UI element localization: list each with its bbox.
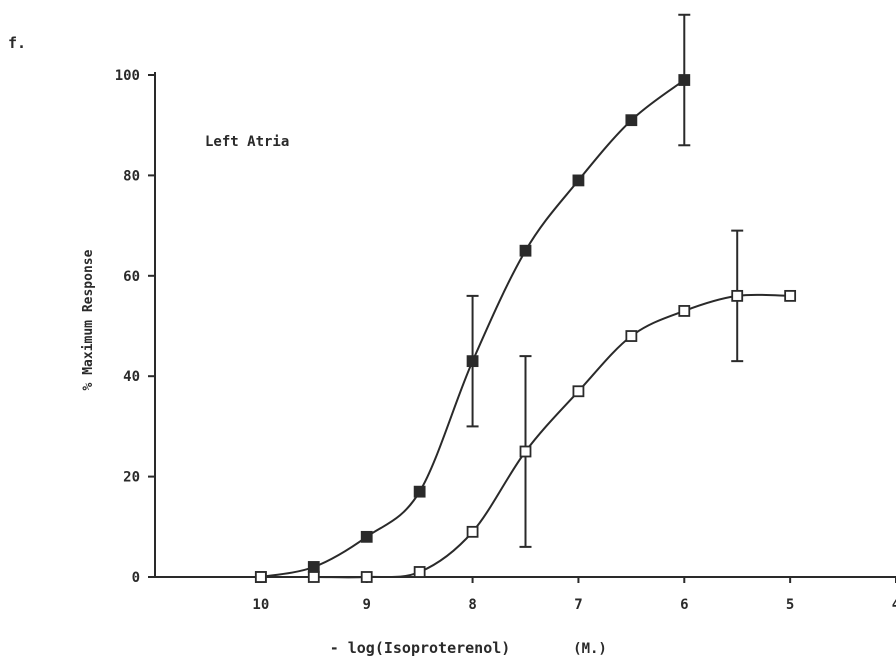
- x-ticks: 10 9 8 7 6 5 4: [252, 577, 896, 613]
- series-2-point: [254, 571, 267, 583]
- series-1-point: [466, 355, 479, 368]
- x-tick-label: 6: [680, 597, 688, 613]
- chart-annotation: Left Atria: [205, 134, 289, 150]
- y-tick-label: 40: [123, 369, 140, 385]
- y-tick-label: 80: [123, 168, 140, 184]
- x-axis-unit: (M.): [573, 641, 607, 657]
- series-2-point: [572, 385, 585, 398]
- series-2-point: [466, 525, 479, 538]
- series-1-point: [678, 74, 691, 86]
- x-tick-label: 4: [892, 597, 896, 613]
- y-ticks: 0 20 40 60 80 100: [115, 68, 155, 586]
- series-1-point: [519, 244, 532, 257]
- markers: [254, 74, 797, 583]
- series-2-point: [731, 289, 744, 302]
- x-tick-label: 7: [574, 597, 582, 613]
- series-1-point: [360, 530, 373, 543]
- series-1-point: [413, 485, 426, 498]
- series-1-point: [625, 114, 638, 127]
- series-1-point: [572, 174, 585, 187]
- series-1-point: [307, 561, 320, 573]
- y-tick-label: 60: [123, 269, 140, 285]
- y-tick-label: 20: [123, 470, 140, 486]
- y-tick-label: 100: [115, 68, 140, 84]
- x-tick-label: 5: [786, 597, 794, 613]
- series-2-point: [625, 330, 638, 342]
- series-2-point: [784, 289, 797, 302]
- series-2-point: [519, 445, 532, 458]
- series-2-point: [413, 566, 426, 578]
- x-tick-label: 9: [362, 597, 370, 613]
- y-tick-label: 0: [132, 570, 140, 586]
- x-tick-label: 10: [252, 597, 269, 613]
- error-bars: [466, 13, 744, 548]
- x-tick-label: 8: [468, 597, 476, 613]
- series-2-point: [678, 305, 691, 317]
- panel-label: f.: [8, 34, 26, 52]
- x-axis-label: - log(Isoproterenol): [330, 639, 511, 657]
- series-2-point: [360, 571, 373, 583]
- y-axis-label: % Maximum Response: [81, 249, 96, 390]
- series-2-point: [307, 571, 320, 583]
